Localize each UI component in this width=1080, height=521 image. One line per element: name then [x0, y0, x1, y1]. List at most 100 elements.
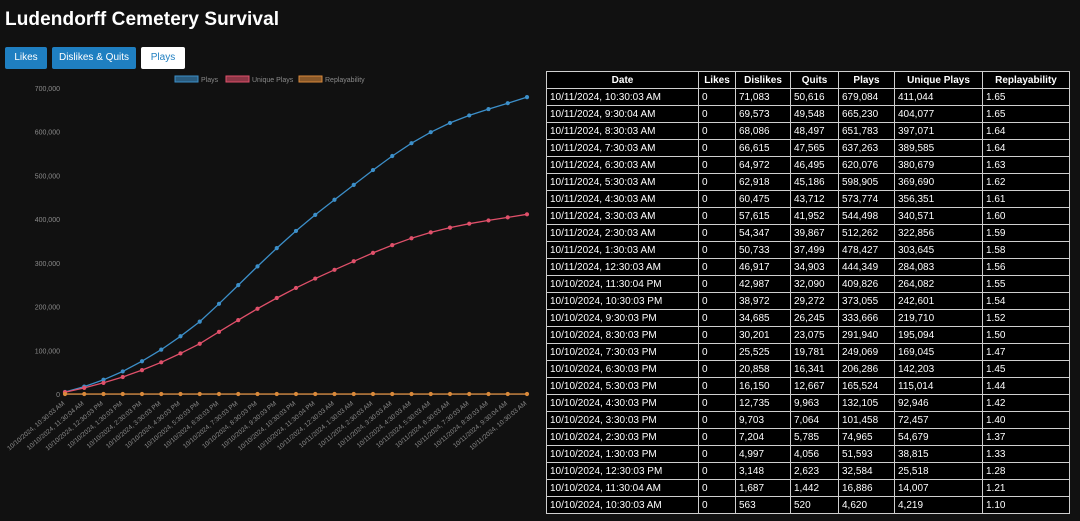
cell-replayability: 1.37 [982, 428, 1070, 446]
cell-quits: 16,341 [790, 360, 839, 378]
cell-quits: 1,442 [790, 479, 839, 497]
cell-replayability: 1.54 [982, 292, 1070, 310]
cell-date: 10/10/2024, 3:30:03 PM [546, 411, 699, 429]
cell-plays: 598,905 [838, 173, 895, 191]
cell-plays: 444,349 [838, 258, 895, 276]
cell-likes: 0 [698, 292, 736, 310]
data-point-1 [351, 259, 356, 264]
cell-date: 10/10/2024, 7:30:03 PM [546, 343, 699, 361]
data-point-1 [332, 267, 337, 272]
cell-plays: 679,084 [838, 88, 895, 106]
table-body: 10/11/2024, 10:30:03 AM 0 71,083 50,616 679,… [546, 88, 1070, 514]
cell-dislikes: 3,148 [735, 462, 791, 480]
tab-dislikes-quits[interactable]: Dislikes & Quits [52, 47, 136, 69]
cell-unique-plays: 264,082 [894, 275, 983, 293]
cell-quits: 32,090 [790, 275, 839, 293]
cell-replayability: 1.63 [982, 156, 1070, 174]
cell-replayability: 1.10 [982, 496, 1070, 514]
data-point-1 [505, 215, 510, 220]
cell-likes: 0 [698, 173, 736, 191]
data-point-2 [447, 391, 453, 397]
cell-likes: 0 [698, 360, 736, 378]
cell-date: 10/11/2024, 2:30:03 AM [546, 224, 699, 242]
table-row: 10/11/2024, 1:30:03 AM 0 50,733 37,499 478,4… [546, 241, 1070, 259]
cell-replayability: 1.65 [982, 88, 1070, 106]
data-point-2 [505, 391, 510, 397]
cell-date: 10/11/2024, 9:30:04 AM [546, 105, 699, 123]
cell-plays: 165,524 [838, 377, 895, 395]
cell-dislikes: 50,733 [735, 241, 791, 259]
data-point-1 [120, 374, 125, 380]
cell-unique-plays: 4,219 [894, 496, 983, 514]
cell-replayability: 1.21 [982, 479, 1070, 497]
legend-swatch-2 [298, 75, 323, 83]
legend-label: Replayability [325, 77, 365, 84]
cell-unique-plays: 38,815 [894, 445, 983, 463]
cell-quits: 26,245 [790, 309, 839, 327]
table-row: 10/10/2024, 2:30:03 PM 0 7,204 5,785 74,965 5… [546, 428, 1070, 446]
tab-plays[interactable]: Plays [141, 47, 185, 69]
cell-plays: 409,826 [838, 275, 895, 293]
cell-replayability: 1.55 [982, 275, 1070, 293]
data-point-1 [486, 218, 491, 223]
table-header-row: Date Likes Dislikes Quits Plays Unique P… [546, 71, 1070, 89]
cell-unique-plays: 369,690 [894, 173, 983, 191]
cell-unique-plays: 142,203 [894, 360, 983, 378]
data-point-2 [428, 391, 433, 397]
data-point-0 [178, 334, 183, 339]
cell-likes: 0 [698, 326, 736, 344]
data-point-2 [409, 391, 414, 397]
cell-date: 10/11/2024, 1:30:03 AM [546, 241, 699, 259]
cell-replayability: 1.33 [982, 445, 1070, 463]
cell-dislikes: 46,917 [735, 258, 791, 276]
cell-quits: 37,499 [790, 241, 839, 259]
table-row: 10/10/2024, 11:30:04 AM 0 1,687 1,442 16,886… [546, 479, 1070, 497]
cell-replayability: 1.52 [982, 309, 1070, 327]
data-point-0 [467, 113, 472, 118]
cell-date: 10/10/2024, 11:30:04 AM [546, 479, 699, 497]
tab-likes[interactable]: Likes [5, 47, 47, 69]
cell-likes: 0 [698, 394, 736, 412]
table-row: 10/10/2024, 1:30:03 PM 0 4,997 4,056 51,593 3… [546, 445, 1070, 463]
col-header-replayability: Replayability [982, 71, 1070, 89]
data-point-0 [447, 120, 453, 126]
cell-plays: 74,965 [838, 428, 895, 446]
y-tick-label: 300,000 [35, 261, 60, 268]
data-point-0 [101, 377, 106, 382]
table-row: 10/11/2024, 8:30:03 AM 0 68,086 48,497 651,7… [546, 122, 1070, 140]
data-point-2 [82, 391, 87, 397]
cell-unique-plays: 284,083 [894, 258, 983, 276]
data-point-1 [139, 367, 145, 373]
cell-quits: 48,497 [790, 122, 839, 140]
cell-plays: 512,262 [838, 224, 895, 242]
cell-unique-plays: 169,045 [894, 343, 983, 361]
cell-dislikes: 30,201 [735, 326, 791, 344]
data-point-2 [62, 391, 68, 397]
legend-swatch-1 [225, 75, 250, 83]
cell-quits: 45,186 [790, 173, 839, 191]
data-point-1 [409, 236, 414, 241]
table-row: 10/11/2024, 6:30:03 AM 0 64,972 46,495 620,0… [546, 156, 1070, 174]
cell-likes: 0 [698, 224, 736, 242]
data-point-0 [255, 264, 260, 269]
cell-dislikes: 68,086 [735, 122, 791, 140]
cell-plays: 373,055 [838, 292, 895, 310]
cell-dislikes: 66,615 [735, 139, 791, 157]
cell-date: 10/10/2024, 9:30:03 PM [546, 309, 699, 327]
cell-quits: 5,785 [790, 428, 839, 446]
cell-dislikes: 60,475 [735, 190, 791, 208]
cell-date: 10/10/2024, 4:30:03 PM [546, 394, 699, 412]
table-row: 10/11/2024, 12:30:03 AM 0 46,917 34,903 444,… [546, 258, 1070, 276]
cell-quits: 39,867 [790, 224, 839, 242]
table-row: 10/11/2024, 7:30:03 AM 0 66,615 47,565 637,2… [546, 139, 1070, 157]
cell-date: 10/11/2024, 8:30:03 AM [546, 122, 699, 140]
table-row: 10/10/2024, 11:30:04 PM 0 42,987 32,090 409,… [546, 275, 1070, 293]
data-point-2 [467, 391, 472, 397]
cell-likes: 0 [698, 343, 736, 361]
cell-plays: 478,427 [838, 241, 895, 259]
cell-dislikes: 71,083 [735, 88, 791, 106]
data-point-1 [101, 380, 106, 385]
data-point-0 [216, 301, 222, 306]
table-row: 10/11/2024, 10:30:03 AM 0 71,083 50,616 679,… [546, 88, 1070, 106]
cell-date: 10/11/2024, 4:30:03 AM [546, 190, 699, 208]
